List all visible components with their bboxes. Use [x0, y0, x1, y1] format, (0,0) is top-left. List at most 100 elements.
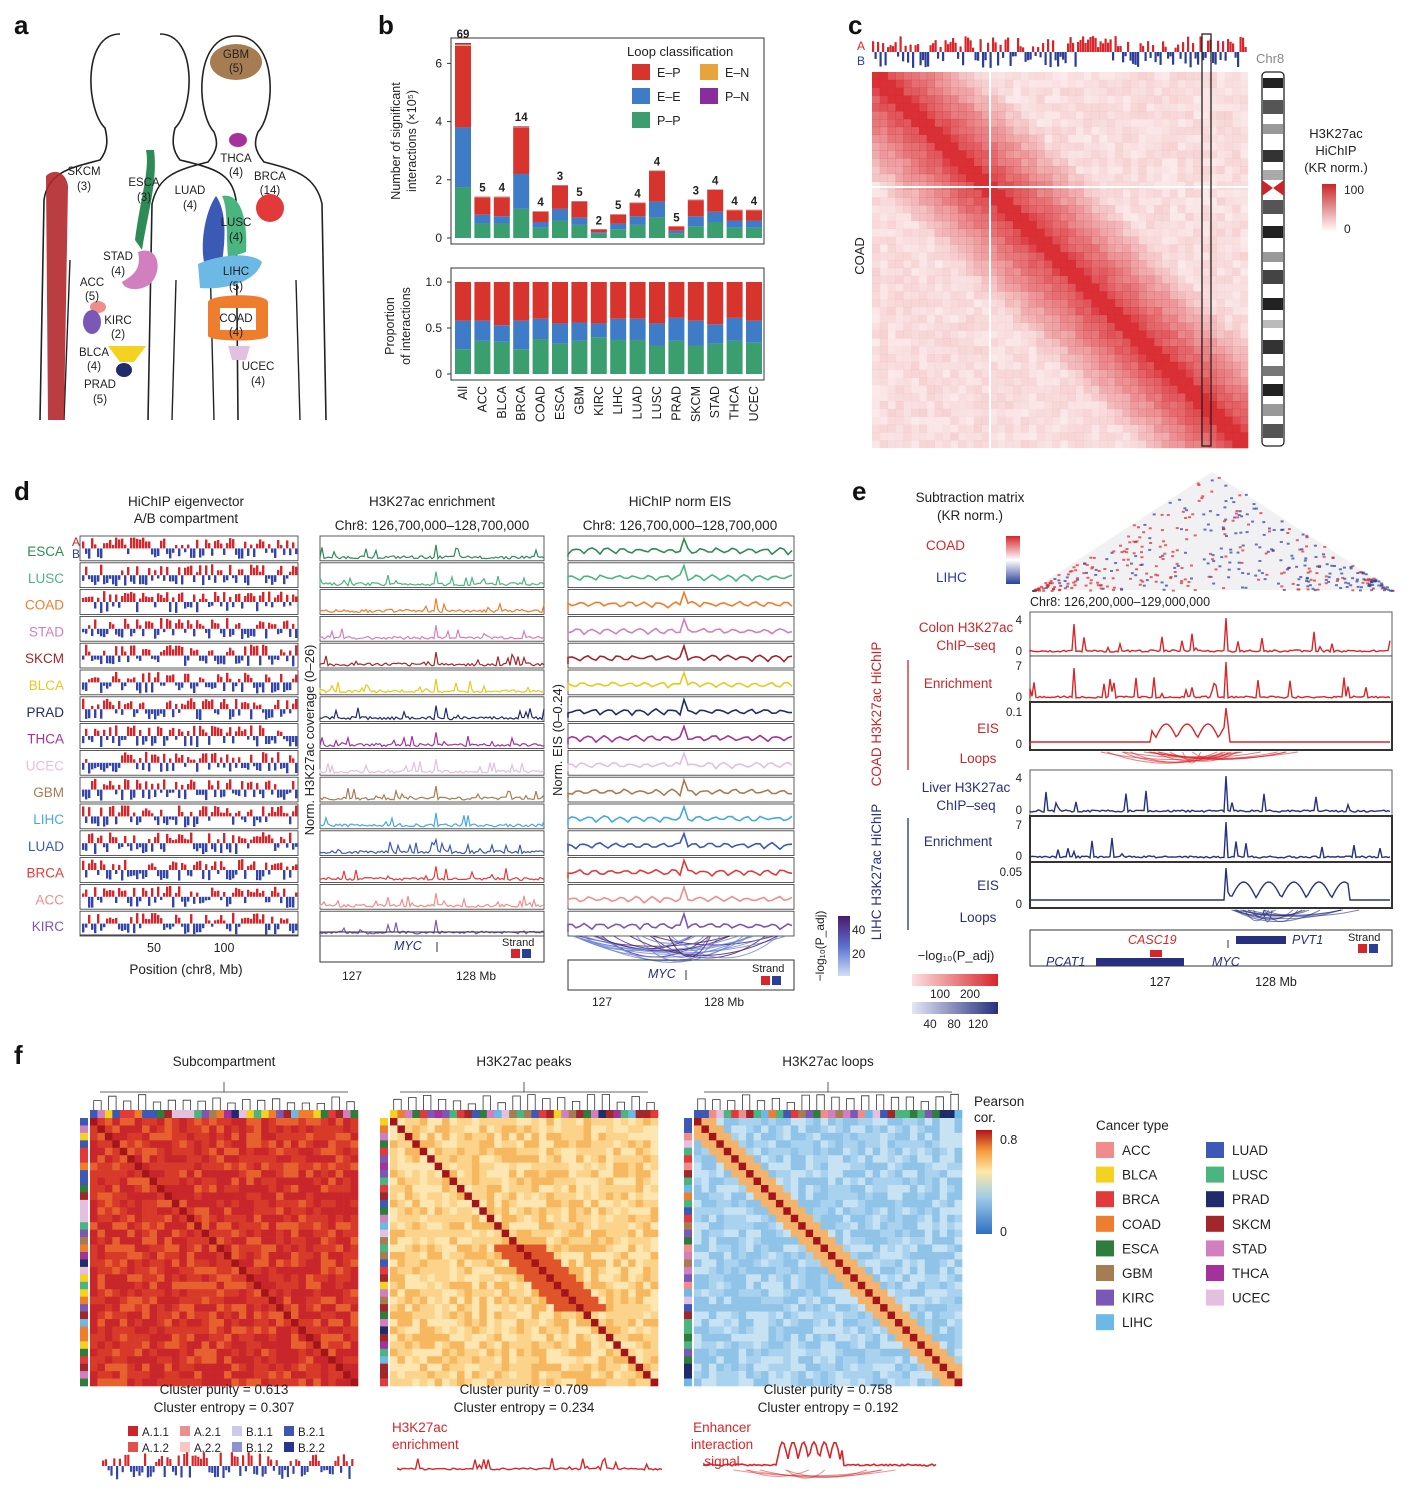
compartment-bar [166, 833, 169, 844]
bar-bottom-SKCM-P–P [687, 345, 704, 374]
matrix-cell [1146, 213, 1155, 222]
sample-color-left [80, 1147, 88, 1156]
matrix-cell [1232, 424, 1241, 433]
matrix-cell [1114, 299, 1123, 308]
sample-color-left [80, 1319, 88, 1327]
triangle-pixel [1339, 587, 1343, 589]
matrix-cell [1091, 213, 1100, 222]
matrix-cell [1240, 440, 1249, 449]
triangle-pixel [1057, 579, 1061, 582]
matrix-cell [1044, 252, 1053, 261]
compartment-bar [256, 736, 259, 747]
sample-color-top [253, 1110, 262, 1118]
matrix-cell [1154, 182, 1162, 190]
matrix-cell [919, 158, 928, 167]
matrix-cell [1154, 72, 1162, 80]
triangle-pixel [1076, 578, 1080, 581]
compartment-bar [175, 575, 178, 585]
matrix-cell [950, 252, 959, 261]
panel-e-triangle-matrix [1032, 472, 1395, 592]
matrix-cell [1060, 377, 1069, 386]
matrix-cell [926, 189, 935, 198]
matrix-cell [1099, 181, 1108, 190]
compartment-bar [292, 811, 295, 817]
matrix-cell [1240, 88, 1248, 96]
compartment-bar [280, 731, 283, 736]
matrix-cell [1154, 322, 1163, 331]
triangle-pixel [1135, 540, 1139, 543]
compartment-bar [274, 843, 277, 851]
matrix-cell [973, 314, 982, 323]
compartment-bar [106, 890, 109, 897]
ab-track-bar [1072, 42, 1075, 52]
matrix-cell [1225, 166, 1233, 174]
heatmap-cell [112, 1118, 121, 1126]
bar-top-BRCA-P–P [513, 208, 530, 238]
compartment-bar [253, 913, 256, 924]
matrix-cell [1091, 408, 1100, 417]
panel-e-subtraction: Subtraction matrix (KR norm.) COAD LIHC … [869, 472, 1395, 1031]
heatmap-cell [253, 1185, 262, 1193]
compartment-bar [163, 682, 166, 686]
heatmap-cell [186, 1170, 195, 1178]
matrix-cell [1232, 330, 1241, 339]
chromosome-band [1263, 252, 1283, 262]
compartment-bar [223, 592, 226, 602]
matrix-cell [1091, 87, 1100, 96]
panel-f-title-3: H3K27ac loops [782, 1054, 874, 1069]
compartment-bar [211, 923, 214, 927]
matrix-cell [1240, 213, 1249, 222]
matrix-cell [1052, 111, 1060, 119]
compartment-bar [139, 575, 142, 585]
matrix-cell [1028, 275, 1037, 284]
matrix-cell [966, 158, 975, 167]
matrix-cell [1146, 103, 1154, 111]
matrix-cell [1122, 228, 1131, 237]
matrix-cell [1028, 440, 1037, 449]
matrix-cell [1083, 416, 1092, 425]
compartment-bar [292, 923, 295, 934]
organ-count-luad: (4) [183, 200, 197, 212]
matrix-cell [1162, 72, 1170, 80]
matrix-cell [926, 103, 935, 112]
matrix-cell [887, 79, 896, 88]
bar-top-UCEC-P–P [746, 227, 762, 238]
matrix-cell [872, 229, 880, 237]
compartment-bar [130, 679, 133, 683]
compartment-bar [214, 623, 217, 629]
organ-lusc [222, 195, 247, 258]
compartment-bar [196, 709, 199, 719]
sample-color-left [80, 1177, 88, 1186]
matrix-cell [1240, 385, 1249, 394]
triangle-pixel [1145, 579, 1149, 582]
triangle-pixel [1202, 513, 1206, 516]
compartment-bar [226, 618, 229, 629]
matrix-cell [1224, 275, 1233, 284]
compartment-bar [274, 548, 277, 558]
compartment-bar [139, 870, 142, 874]
matrix-cell [1240, 103, 1249, 112]
triangle-pixel [1351, 577, 1355, 580]
triangle-pixel [1048, 582, 1052, 584]
triangle-pixel [1262, 521, 1266, 524]
heatmap-cell [268, 1155, 277, 1163]
matrix-cell [1052, 354, 1061, 363]
matrix-cell [1185, 416, 1194, 425]
matrix-cell [934, 111, 943, 120]
compartment-bar [196, 682, 199, 687]
compartment-bar [106, 602, 109, 612]
organ-blca [108, 346, 146, 362]
bar-bottom-BLCA-E–E [493, 325, 510, 342]
heatmap-cell [216, 1140, 225, 1149]
matrix-cell [1201, 205, 1210, 214]
matrix-cell [1060, 354, 1069, 363]
matrix-cell [887, 205, 896, 214]
sample-color-top [149, 1110, 158, 1118]
matrix-cell [880, 190, 888, 198]
triangle-pixel [1219, 547, 1223, 550]
matrix-cell [1060, 385, 1069, 394]
bar-top-BLCA-E–E [493, 216, 510, 224]
compartment-bar [124, 575, 127, 586]
heatmap-cell [253, 1118, 262, 1126]
bar-top-COAD-E–P [532, 211, 549, 222]
